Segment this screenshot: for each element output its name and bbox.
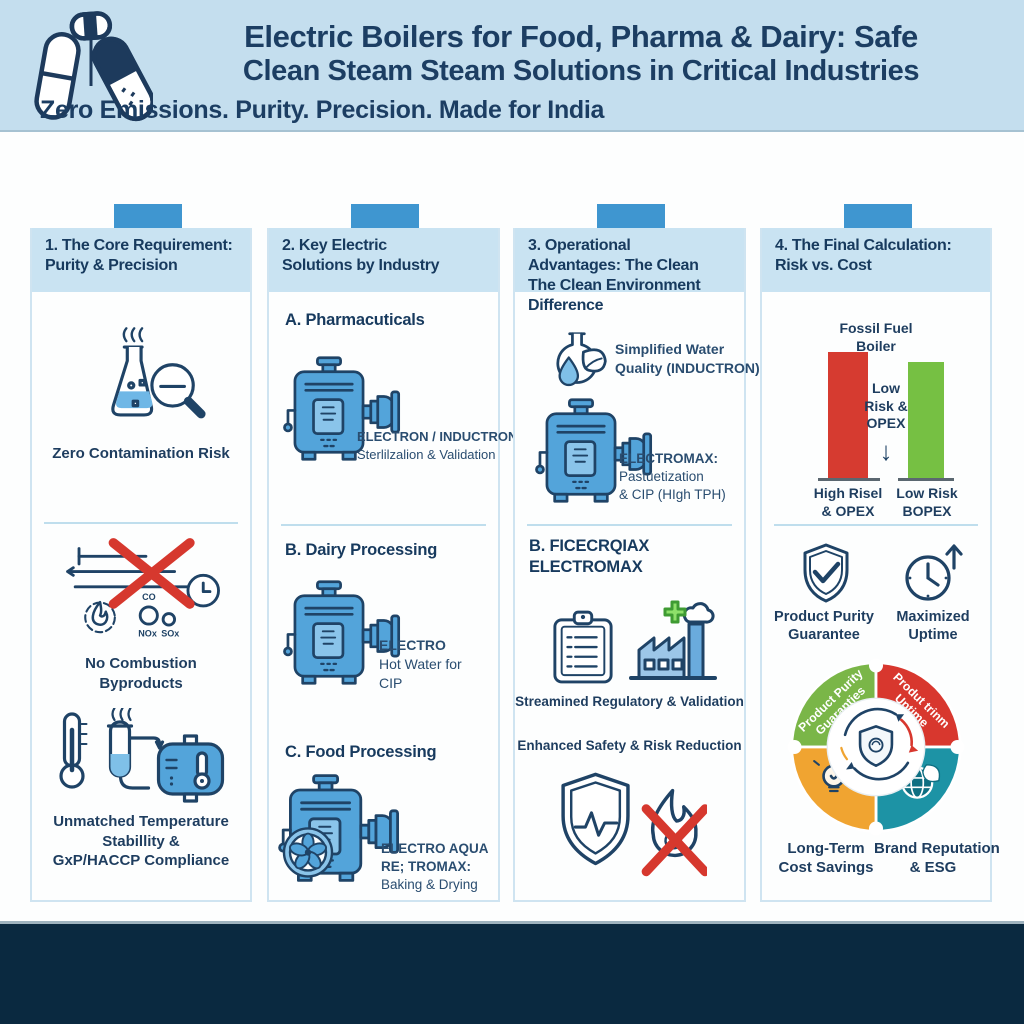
water-flask-leaf-icon	[556, 332, 607, 387]
column3-header: 3. Operational Advantages: The Clean The…	[515, 228, 744, 314]
column4-header: 4. The Final Calculation: Risk vs. Cost	[762, 228, 990, 292]
electromax-caption: ELECTROMAX: Pastuetization & CIP (HIgh T…	[619, 451, 726, 503]
column1-header: 1. The Core Requirement: Purity & Precis…	[32, 228, 250, 292]
chart-mid-annotation: Low Risk & OPEX	[864, 380, 908, 431]
bar-baseline	[898, 478, 954, 481]
page-title-line2: Clean Steam Steam Solutions in Critical …	[242, 54, 920, 87]
tape-decoration	[351, 204, 419, 228]
section-electromax: B. FICECRQIAX ELECTROMAX	[529, 537, 650, 576]
dairy-caption: ELECTRO Hot Water for CIP	[379, 637, 462, 691]
regulatory-label: Streamined Regulatory & Validation	[515, 694, 744, 709]
page-title-line1: Electric Boilers for Food, Pharma & Dair…	[244, 19, 918, 54]
bar1-label: High Risel & OPEX	[813, 485, 883, 519]
column-electric-solutions: 2. Key Electric Solutions by Industry A.…	[267, 204, 522, 902]
divider	[281, 524, 486, 526]
molecule-sox-label: SOx	[161, 629, 179, 639]
shield-cycle-icon	[840, 707, 919, 781]
column4-title: 4. The Final Calculation: Risk vs. Cost	[775, 237, 952, 274]
column-operational-advantages: 3. Operational Advantages: The Clean The…	[513, 204, 760, 902]
divider	[527, 524, 732, 526]
shield-pulse-icon	[561, 772, 707, 877]
page-title: Electric Boilers for Food, Pharma & Dair…	[152, 19, 1010, 87]
maximized-uptime-label: Maximized Uptime	[896, 609, 970, 644]
food-caption: ELECTRO AQUA RE; TROMAX: Baking & Drying	[381, 841, 489, 893]
column2-title: 2. Key Electric Solutions by Industry	[282, 237, 440, 274]
column1-title: 1. The Core Requirement: Purity & Precis…	[45, 237, 233, 274]
column-core-requirement: 1. The Core Requirement: Purity & Precis…	[30, 204, 252, 902]
bar-high-risk	[828, 352, 868, 478]
water-quality-caption: Simplified Water Quality (INDUCTRON)	[615, 341, 760, 376]
down-arrow-icon: ↓	[879, 436, 893, 466]
safety-label: Enhanced Safety & Risk Reduction	[517, 738, 742, 753]
header: Electric Boilers for Food, Pharma & Dair…	[0, 0, 1024, 132]
column-final-calculation: 4. The Final Calculation: Risk vs. Cost …	[760, 204, 1000, 902]
clipboard-icon	[553, 610, 613, 684]
red-x-icon	[108, 538, 195, 609]
tape-decoration	[114, 204, 182, 228]
zero-contamination-label: Zero Contamination Risk	[52, 445, 230, 462]
section-pharmaceuticals: A. Pharmacuticals	[285, 311, 425, 329]
footer-bar	[0, 921, 1024, 1024]
section-food: C. Food Processing	[285, 743, 437, 761]
temperature-stability-icon	[59, 708, 225, 803]
flask-magnifier-icon	[111, 327, 206, 419]
purity-guarantee-label: Product Purity Guarantee	[774, 609, 874, 644]
bar-low-risk	[908, 362, 944, 478]
no-combustion-label: No Combustion Byproducts	[85, 655, 197, 692]
pharma-caption: ELECTRON / INDUCTRON: Sterlilzalion & Va…	[357, 429, 522, 462]
header-subtitle: Zero Emissions. Purity. Precision. Made …	[40, 96, 605, 124]
shield-check-icon	[803, 543, 849, 603]
divider	[44, 522, 238, 524]
benefit-wheel-icon: Product Purity Guaranties Produt trinm U…	[787, 658, 965, 836]
cost-savings-label: Long-Term Cost Savings	[778, 840, 874, 876]
pills-icon	[34, 11, 153, 122]
no-combustion-icon: CO NOx SOx	[66, 538, 220, 639]
section-dairy: B. Dairy Processing	[285, 541, 438, 559]
molecule-co-label: CO	[142, 592, 156, 602]
column3-title: 3. Operational Advantages: The Clean The…	[528, 237, 701, 314]
boiler-fan-icon	[278, 774, 400, 882]
divider	[774, 524, 978, 526]
column2-header: 2. Key Electric Solutions by Industry	[269, 228, 498, 292]
factory-plus-icon	[629, 600, 717, 680]
tape-decoration	[844, 204, 912, 228]
wheel-junction-dots	[787, 658, 965, 836]
temperature-stability-label: Unmatched Temperature Stabillity & GxP/H…	[52, 813, 230, 869]
tape-decoration	[597, 204, 665, 228]
brand-esg-label: Brand Reputation & ESG	[874, 840, 1000, 876]
bar2-label: Low Risk BOPEX	[896, 485, 958, 519]
fossil-fuel-label: Fossil Fuel Boiler	[839, 320, 913, 354]
clock-uptime-icon	[905, 544, 963, 601]
bar-baseline	[818, 478, 880, 481]
molecule-nox-label: NOx	[138, 629, 157, 639]
